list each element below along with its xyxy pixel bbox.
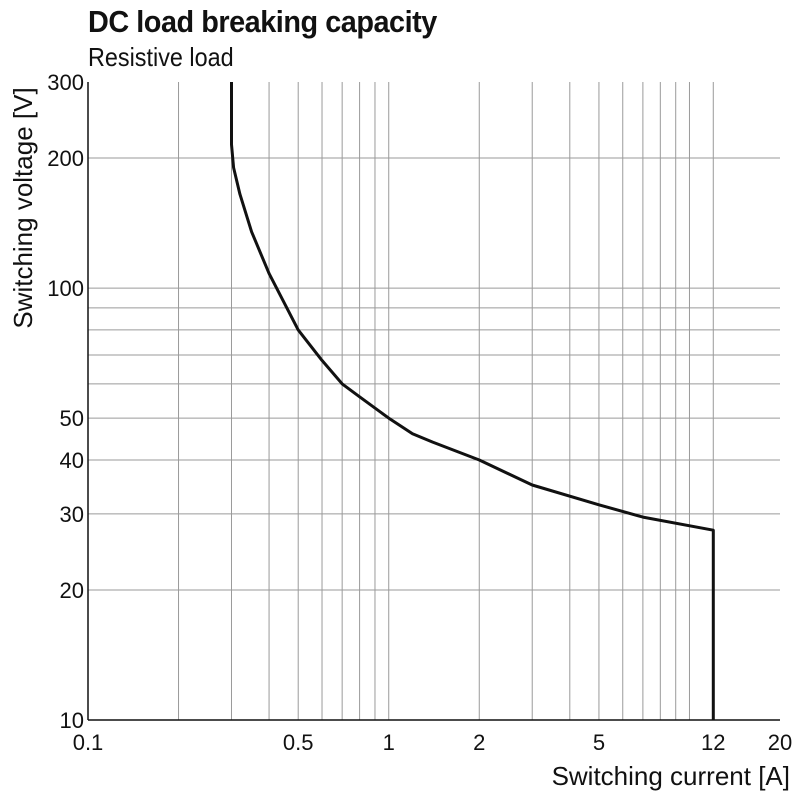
y-tick-label: 300 <box>47 70 84 95</box>
chart-subtitle: Resistive load <box>88 42 234 72</box>
y-tick-label: 50 <box>60 406 84 431</box>
grid-layer <box>88 82 780 720</box>
y-tick-label: 30 <box>60 502 84 527</box>
x-tick-label: 0.1 <box>73 730 104 755</box>
x-tick-label: 2 <box>473 730 485 755</box>
y-axis-title: Switching voltage [V] <box>8 87 38 328</box>
x-tick-label: 5 <box>593 730 605 755</box>
series-layer <box>230 82 715 720</box>
x-tick-label: 0.5 <box>283 730 314 755</box>
y-tick-label: 200 <box>47 146 84 171</box>
x-tick-label: 20 <box>768 730 792 755</box>
x-axis-title: Switching current [A] <box>552 761 790 791</box>
y-tick-label: 100 <box>47 276 84 301</box>
chart-title: DC load breaking capacity <box>88 4 437 39</box>
axis-layer <box>87 82 780 721</box>
y-tick-label: 20 <box>60 578 84 603</box>
y-tick-label: 10 <box>60 708 84 733</box>
series-line <box>230 82 715 720</box>
y-tick-label: 40 <box>60 448 84 473</box>
x-tick-label: 1 <box>383 730 395 755</box>
x-tick-label: 12 <box>701 730 725 755</box>
